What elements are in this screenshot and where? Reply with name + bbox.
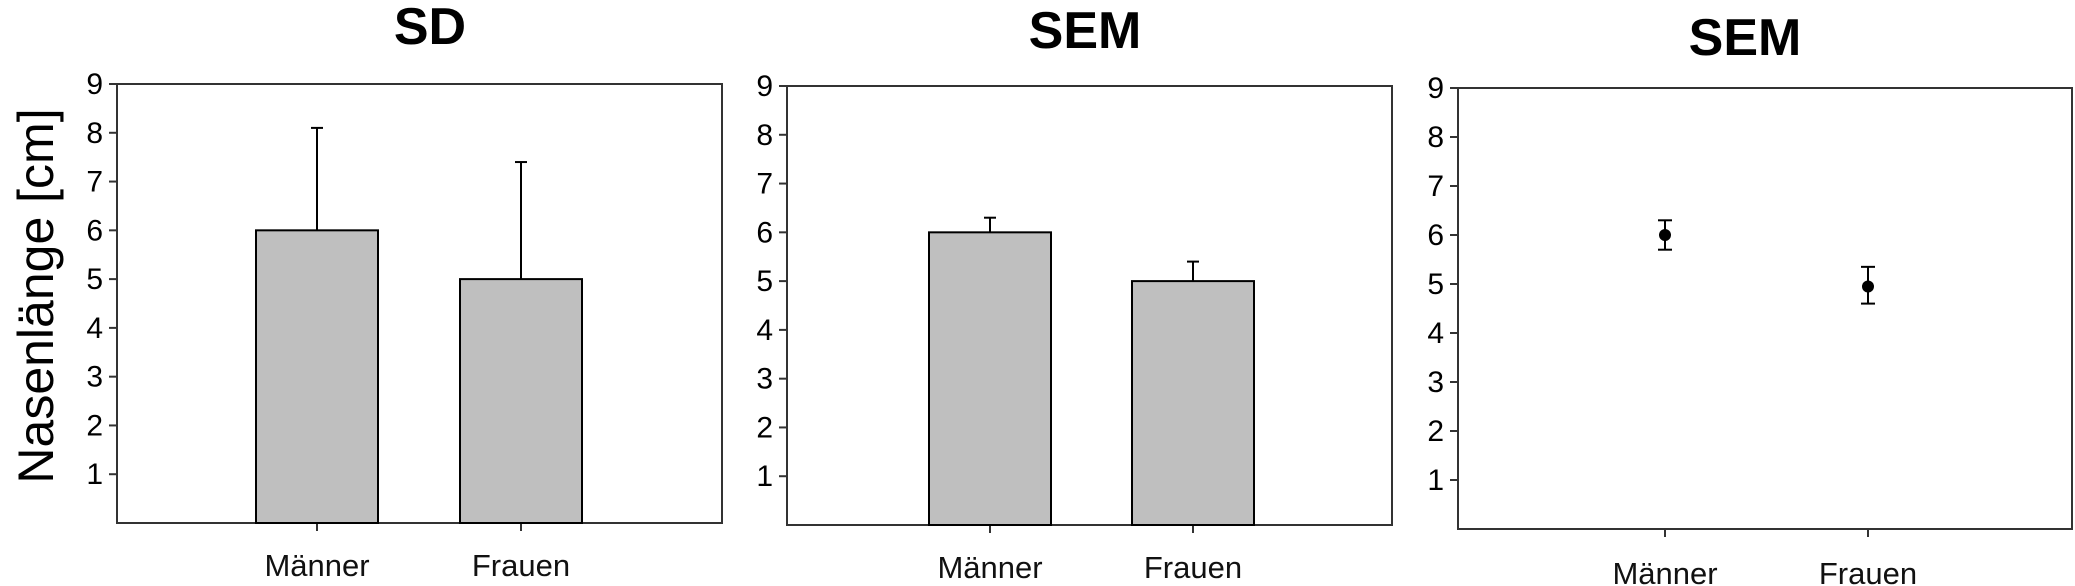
panel-3-y-tick-label-8: 8	[1427, 121, 1444, 154]
panel-3-y-tick-label-4: 4	[1427, 317, 1444, 350]
panel-2-y-tick-label-6: 6	[756, 216, 773, 249]
panel-1-y-tick-label-7: 7	[86, 166, 103, 199]
panel-1-x-tick-label-1: Frauen	[472, 548, 570, 583]
panel-2-plot-frame	[786, 85, 1393, 526]
panel-1-y-tick-label-8: 8	[86, 117, 103, 150]
panel-3-point-1	[1862, 280, 1874, 293]
panel-1-plot-frame	[116, 83, 723, 524]
panel-1-y-tick-label-2: 2	[86, 409, 103, 442]
panel-2-title: SEM	[1029, 2, 1142, 60]
panel-1-y-tick-label-4: 4	[86, 312, 103, 345]
panel-2-y-tick-label-7: 7	[756, 168, 773, 201]
y-axis-label: Nasenlänge [cm]	[8, 108, 64, 483]
panel-3-y-tick-label-7: 7	[1427, 170, 1444, 203]
panel-3-title: SEM	[1689, 9, 1802, 67]
panel-3-point-0	[1659, 229, 1671, 241]
panel-3-y-tick-label-2: 2	[1427, 415, 1444, 448]
panel-3-y-tick-label-1: 1	[1427, 464, 1444, 497]
panel-1-title: SD	[394, 0, 466, 56]
panel-2-y-tick-label-8: 8	[756, 119, 773, 152]
panel-2-y-tick-label-2: 2	[756, 411, 773, 444]
panel-3-y-tick-label-3: 3	[1427, 366, 1444, 399]
panel-1-y-tick-label-3: 3	[86, 361, 103, 394]
panel-3-x-tick-label-1: Frauen	[1819, 556, 1917, 586]
panel-2-y-tick-label-9: 9	[756, 70, 773, 103]
panel-1-y-tick-label-9: 9	[86, 68, 103, 101]
panel-3-x-tick-label-0: Männer	[1612, 556, 1717, 586]
panel-2-bar-1	[1131, 280, 1255, 526]
panel-3-y-tick-label-5: 5	[1427, 268, 1444, 301]
panel-1-x-tick-label-0: Männer	[264, 548, 369, 583]
panel-1-bar-1	[459, 278, 583, 524]
panel-1-y-tick-label-6: 6	[86, 214, 103, 247]
panel-2-x-tick-label-1: Frauen	[1144, 550, 1242, 585]
panel-2-x-tick-label-0: Männer	[937, 550, 1042, 585]
panel-1-bar-0	[255, 229, 379, 524]
panel-2-y-tick-label-4: 4	[756, 314, 773, 347]
panel-1-y-tick-label-5: 5	[86, 263, 103, 296]
panel-2-bar-0	[928, 231, 1052, 526]
panel-2-y-tick-label-3: 3	[756, 363, 773, 396]
panel-3-y-tick-label-6: 6	[1427, 219, 1444, 252]
panel-3-plot-frame	[1457, 87, 2073, 530]
panel-2-y-tick-label-5: 5	[756, 265, 773, 298]
panel-2-y-tick-label-1: 1	[756, 460, 773, 493]
panel-3-y-tick-label-9: 9	[1427, 72, 1444, 105]
panel-1-y-tick-label-1: 1	[86, 458, 103, 491]
